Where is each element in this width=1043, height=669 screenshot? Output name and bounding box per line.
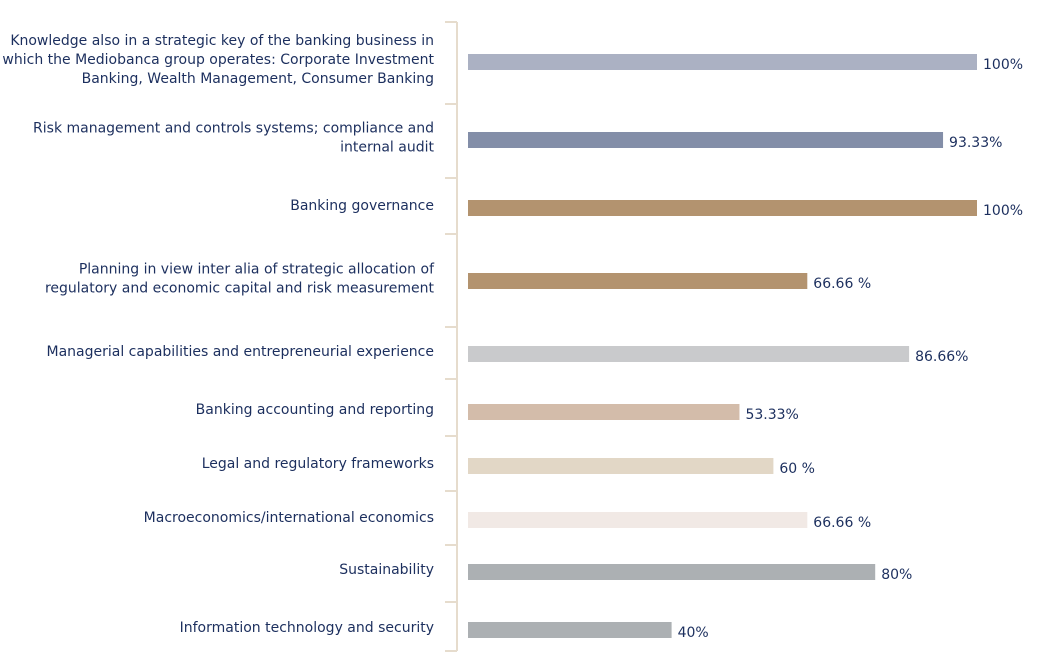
category-label: Banking accounting and reporting (196, 402, 434, 418)
category-label-line: Information technology and security (180, 620, 434, 636)
bars-layer (468, 54, 977, 638)
category-label-line: Knowledge also in a strategic key of the… (10, 33, 434, 49)
value-label: 60 % (779, 461, 815, 477)
bar (468, 404, 740, 420)
bar (468, 200, 977, 216)
bar (468, 458, 774, 474)
bar (468, 132, 944, 148)
value-label: 100% (983, 203, 1023, 219)
category-label: Legal and regulatory frameworks (202, 456, 434, 472)
category-label: Managerial capabilities and entrepreneur… (46, 344, 434, 360)
category-label-line: Planning in view inter alia of strategic… (79, 262, 435, 278)
value-label: 66.66 % (813, 276, 871, 292)
category-label: Planning in view inter alia of strategic… (45, 262, 435, 297)
category-label-line: regulatory and economic capital and risk… (45, 281, 435, 297)
bar (468, 512, 808, 528)
category-label: Risk management and controls systems; co… (33, 121, 434, 156)
value-label: 93.33% (949, 135, 1002, 151)
value-label: 40% (678, 625, 709, 641)
category-label-line: Managerial capabilities and entrepreneur… (46, 344, 434, 360)
category-label: Knowledge also in a strategic key of the… (2, 33, 434, 87)
value-label: 100% (983, 57, 1023, 73)
value-label: 66.66 % (813, 515, 871, 531)
axis-layer (445, 21, 458, 652)
category-label: Macroeconomics/international economics (144, 510, 434, 526)
category-label-line: Banking governance (290, 198, 434, 214)
bar (468, 622, 672, 638)
value-label: 80% (881, 567, 912, 583)
bar (468, 273, 808, 289)
category-label-line: which the Mediobanca group operates: Cor… (2, 52, 434, 68)
bar (468, 346, 910, 362)
category-label-line: Legal and regulatory frameworks (202, 456, 434, 472)
value-label: 86.66% (915, 349, 968, 365)
category-label-line: Banking accounting and reporting (196, 402, 434, 418)
category-label-line: Macroeconomics/international economics (144, 510, 434, 526)
value-labels-layer: 100% 93.33% 100% 66.66 % 86.66% 53.33% 60 % 66.… (678, 57, 1023, 641)
bar (468, 54, 977, 70)
category-labels-layer: Knowledge also in a strategic key of the… (2, 33, 435, 636)
category-label-line: Sustainability (339, 562, 434, 578)
bar (468, 564, 876, 580)
value-label: 53.33% (745, 407, 798, 423)
category-label: Sustainability (339, 562, 434, 578)
category-label-line: internal audit (340, 140, 434, 156)
category-label: Information technology and security (180, 620, 434, 636)
category-label: Banking governance (290, 198, 434, 214)
category-label-line: Risk management and controls systems; co… (33, 121, 434, 137)
category-label-line: Banking, Wealth Management, Consumer Ban… (82, 71, 434, 87)
